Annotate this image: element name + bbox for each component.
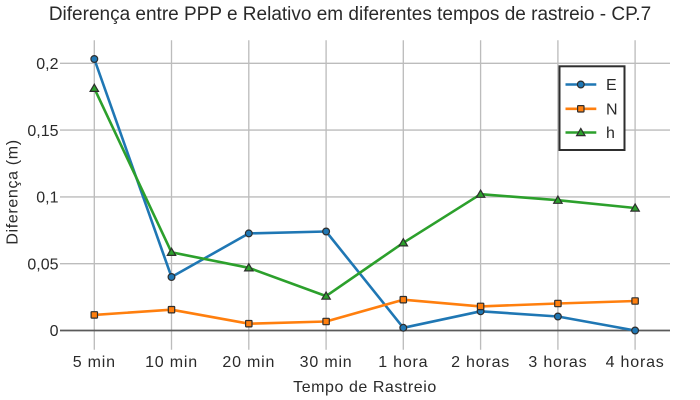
svg-text:20 min: 20 min [222, 354, 275, 371]
svg-text:Diferença entre PPP e Relativo: Diferença entre PPP e Relativo em difere… [49, 4, 651, 25]
svg-text:30 min: 30 min [300, 354, 353, 371]
svg-text:Tempo de Rastreio: Tempo de Rastreio [293, 379, 437, 396]
svg-text:0,15: 0,15 [27, 123, 58, 140]
svg-text:3 horas: 3 horas [528, 354, 587, 371]
svg-text:5 min: 5 min [73, 354, 116, 371]
svg-text:E: E [606, 77, 617, 94]
svg-text:0,1: 0,1 [36, 190, 58, 207]
svg-text:0,2: 0,2 [36, 56, 58, 73]
svg-text:Diferença (m): Diferença (m) [5, 139, 22, 244]
svg-text:0: 0 [50, 323, 59, 340]
svg-text:4 horas: 4 horas [606, 354, 665, 371]
svg-text:10 min: 10 min [145, 354, 198, 371]
svg-text:2 horas: 2 horas [451, 354, 510, 371]
svg-text:0,05: 0,05 [27, 256, 58, 273]
svg-text:h: h [606, 125, 615, 142]
svg-text:1 hora: 1 hora [378, 354, 428, 371]
svg-text:N: N [606, 101, 618, 118]
